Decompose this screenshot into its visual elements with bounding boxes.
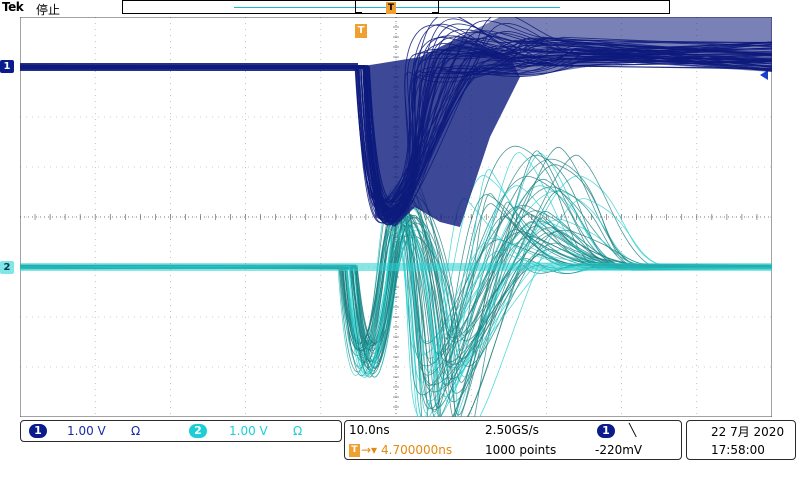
ch2-trace <box>20 191 772 417</box>
ch2-trace <box>20 221 772 383</box>
waveform-display[interactable] <box>20 17 772 417</box>
ch1-coupling: Ω <box>131 424 141 438</box>
ch2-badge[interactable]: 2 <box>189 424 207 438</box>
ch1-density-region <box>460 17 772 77</box>
ch2-trace <box>20 169 772 362</box>
ch2-trace <box>20 152 772 403</box>
ch1-density-region <box>360 37 520 227</box>
trigger-level-arrow-icon <box>760 70 768 80</box>
ch1-scale: 1.00 V <box>67 424 106 438</box>
ch2-trace <box>20 175 772 378</box>
ch2-baseline-band <box>20 263 772 271</box>
waveform-traces <box>20 17 772 417</box>
record-trigger-icon: T <box>386 2 396 14</box>
run-state-label: 停止 <box>36 3 61 17</box>
time-readout: 17:58:00 <box>711 443 765 457</box>
ch2-coupling: Ω <box>293 424 303 438</box>
ch2-scale: 1.00 V <box>229 424 268 438</box>
ch1-badge[interactable]: 1 <box>29 424 47 438</box>
acquisition-readout-panel[interactable]: 10.0ns T →▾ 4.700000ns 2.50GS/s 1000 poi… <box>344 420 682 460</box>
date-readout: 22 7月 2020 <box>711 425 785 439</box>
trigger-level-readout: -220mV <box>595 443 643 457</box>
trigger-slope-icon: ╲ <box>629 423 637 437</box>
ch2-trace <box>20 164 772 417</box>
timebase-readout: 10.0ns <box>349 423 390 437</box>
datetime-panel: 22 7月 2020 17:58:00 <box>686 420 796 460</box>
ch2-level-marker[interactable]: 2 <box>0 261 14 274</box>
ch2-trace <box>20 179 772 396</box>
trigger-source-badge[interactable]: 1 <box>597 424 615 438</box>
brand-logo: Tek <box>2 0 24 14</box>
trigger-position-marker[interactable]: T <box>355 24 367 38</box>
channel-readout-panel[interactable]: 1 1.00 V Ω 2 1.00 V Ω <box>20 420 342 442</box>
trigger-position-readout: 4.700000ns <box>381 443 453 457</box>
record-window-left-bracket <box>355 0 362 13</box>
ch1-level-marker[interactable]: 1 <box>0 60 14 73</box>
record-window-right-bracket <box>432 0 439 13</box>
ch1-baseline-band <box>20 63 358 71</box>
trigger-position-icon: T <box>349 444 360 457</box>
ch2-trace <box>20 201 772 416</box>
record-overview-trace <box>234 7 560 8</box>
ch2-trace <box>20 207 772 368</box>
ch2-trace <box>20 185 772 383</box>
sample-rate-readout: 2.50GS/s <box>485 423 539 437</box>
ch2-trace <box>20 202 772 376</box>
record-length-readout: 1000 points <box>485 443 557 457</box>
trigger-position-arrow-icon: →▾ <box>361 443 378 457</box>
